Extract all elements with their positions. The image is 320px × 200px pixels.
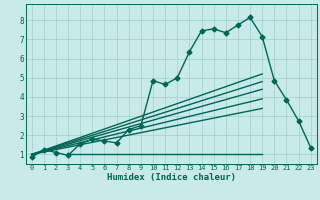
X-axis label: Humidex (Indice chaleur): Humidex (Indice chaleur)	[107, 173, 236, 182]
